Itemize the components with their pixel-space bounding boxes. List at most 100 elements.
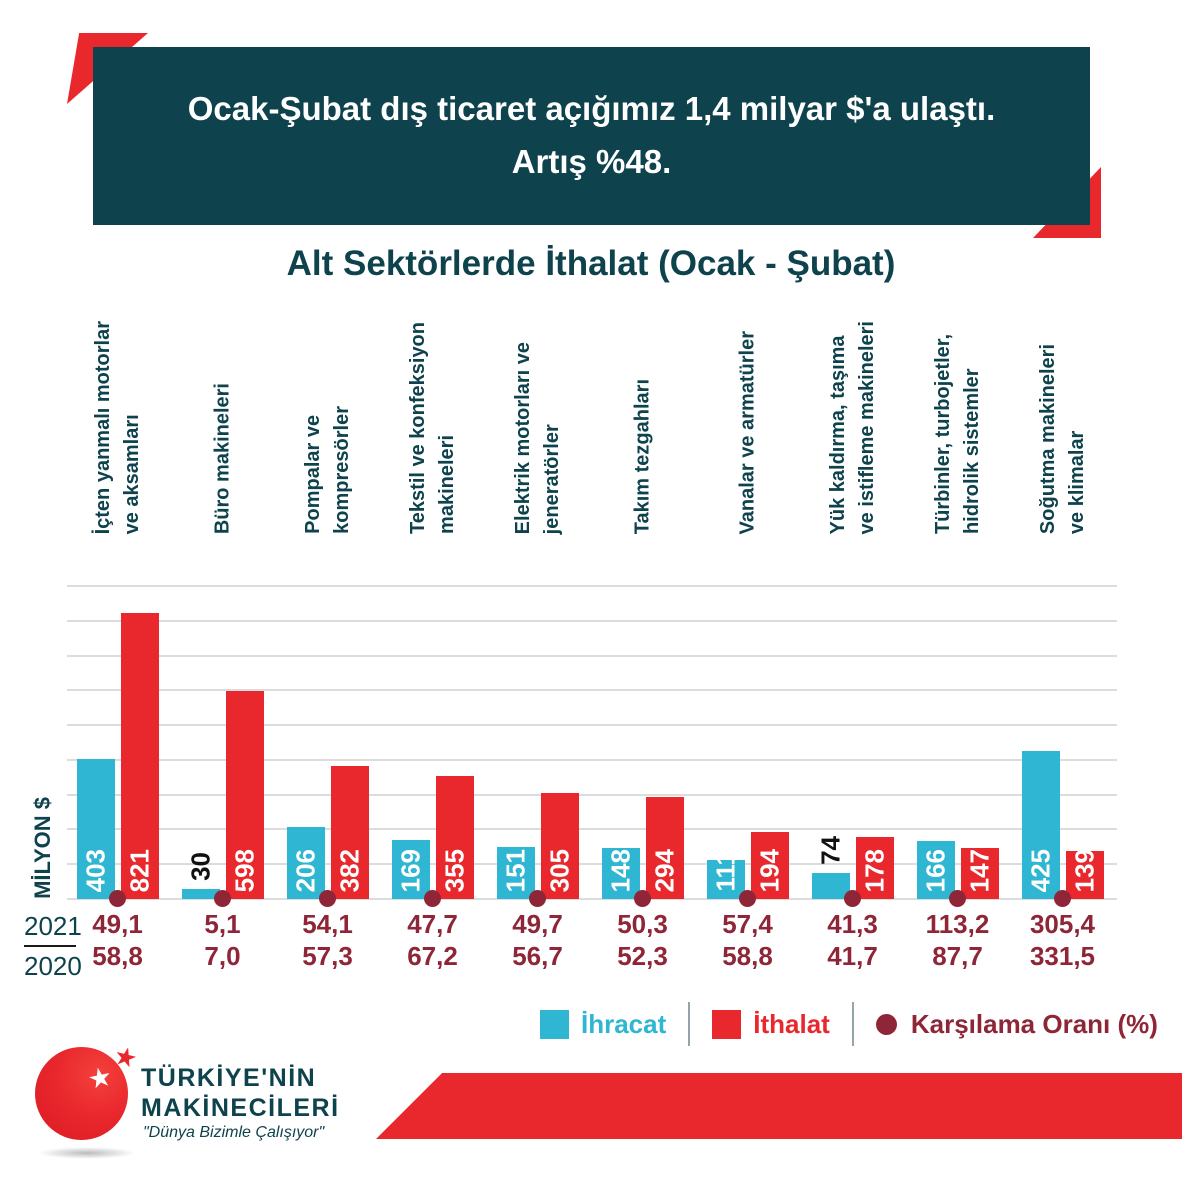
coverage-value: 5,1 <box>204 909 241 939</box>
bar-value-label: 382 <box>334 848 364 892</box>
bar-value-label: 169 <box>395 848 425 892</box>
gridline <box>67 585 1117 587</box>
bar-import <box>750 831 789 899</box>
coverage-value: 56,7 <box>512 941 563 971</box>
logo-tagline: "Dünya Bizimle Çalışıyor" <box>143 1124 325 1141</box>
legend-separator <box>851 1002 854 1046</box>
bar-value-label: 151 <box>500 848 530 892</box>
header-banner: Ocak-Şubat dış ticaret açığımız 1,4 mily… <box>93 47 1090 225</box>
coverage-dot <box>1054 890 1071 907</box>
bar-export <box>496 846 535 899</box>
bar-import <box>120 613 159 899</box>
coverage-dot <box>214 890 231 907</box>
legend: İhracat İthalat Karşılama Oranı (%) <box>540 1001 1158 1047</box>
coverage-dot <box>319 890 336 907</box>
bar-import <box>1065 850 1104 899</box>
bar-chart-plot-area: 403 821 30 598 206 382 169 355 151 305 148 294 111 19… <box>67 585 1117 907</box>
coverage-dot <box>424 890 441 907</box>
bottom-red-band <box>376 1073 1182 1139</box>
coverage-value: 305,4 <box>1029 909 1096 939</box>
coverage-value: 58,8 <box>722 941 773 971</box>
logo-red-circle <box>35 1047 128 1140</box>
bar-value-label: 166 <box>920 848 950 892</box>
coverage-year-labels: 2021 2020 <box>24 911 82 982</box>
gridline <box>67 758 1117 761</box>
legend-separator <box>688 1002 691 1046</box>
category-label: Soğutma makineleri ve klimalar <box>1036 343 1088 534</box>
coverage-value: 50,3 <box>617 909 668 939</box>
coverage-dot <box>844 890 861 907</box>
bar-export <box>391 840 430 899</box>
category-label-cell: Yük kaldırma, taşıma ve istifleme makine… <box>800 316 905 534</box>
category-label: Elektrik motorları ve jeneratörler <box>511 341 563 534</box>
y-axis-label: MİLYON $ <box>30 797 55 899</box>
coverage-dot <box>739 890 756 907</box>
coverage-row-2021: 49,1 5,1 54,1 47,7 49,7 50,3 57,4 41,3 113,2 305,… <box>65 909 1115 940</box>
bar-export <box>181 888 220 899</box>
category-labels-row: İçten yanmalı motorlar ve aksamları Büro … <box>65 316 1115 534</box>
coverage-value: 52,3 <box>617 941 668 971</box>
header-line2: Artış %48. <box>511 143 672 180</box>
legend-coverage-label: Karşılama Oranı (%) <box>910 1008 1158 1039</box>
category-label: Tekstil ve konfeksiyon makineleri <box>406 322 458 534</box>
bar-value-label: 148 <box>605 848 635 892</box>
bar-value-label: 194 <box>754 848 784 892</box>
bar-export <box>1021 751 1060 899</box>
bar-export <box>601 847 640 899</box>
category-label-cell: Pompalar ve kompresörler <box>275 316 380 534</box>
logo-title-line2: MAKİNECİLERİ <box>141 1094 340 1122</box>
bar-value-label: 206 <box>290 848 320 892</box>
bar-value-label: 30 <box>185 851 215 881</box>
legend-export-label: İhracat <box>581 1008 667 1039</box>
bar-value-label: 403 <box>80 848 110 892</box>
header-line1: Ocak-Şubat dış ticaret açığımız 1,4 mily… <box>187 90 996 128</box>
chart-title: Alt Sektörlerde İthalat (Ocak - Şubat) <box>286 244 896 283</box>
logo-red-star-icon: ★ <box>110 1039 141 1075</box>
bar-import <box>540 792 579 899</box>
category-label-cell: Takım tezgahları <box>590 316 695 534</box>
category-label: Türbinler, turbojetler, hidrolik sisteml… <box>931 333 983 534</box>
bar-value-label: 111 <box>710 851 740 892</box>
gridline <box>67 793 1117 796</box>
coverage-value: 41,7 <box>827 941 878 971</box>
coverage-value: 7,0 <box>204 941 241 971</box>
bar-value-label: 294 <box>649 848 679 892</box>
coverage-row-2020: 58,8 7,0 57,3 67,2 56,7 52,3 58,8 41,7 87,7 331,5 <box>65 941 1115 972</box>
coverage-value: 49,7 <box>512 909 563 939</box>
year-2020-label: 2020 <box>24 951 82 981</box>
coverage-value: 58,8 <box>92 941 143 971</box>
bar-export <box>76 758 115 899</box>
bar-import <box>330 766 369 899</box>
coverage-value: 47,7 <box>407 909 458 939</box>
bar-import <box>225 691 264 899</box>
coverage-value: 87,7 <box>932 941 983 971</box>
coverage-dot <box>109 890 126 907</box>
bar-value-label: 139 <box>1069 848 1099 892</box>
bar-value-label: 821 <box>124 848 154 892</box>
coverage-dot <box>634 890 651 907</box>
gridline <box>67 689 1117 692</box>
bar-export <box>706 860 745 899</box>
category-label-cell: Türbinler, turbojetler, hidrolik sisteml… <box>905 316 1010 534</box>
bar-import <box>435 775 474 899</box>
bar-value-label: 147 <box>964 848 994 892</box>
coverage-value: 54,1 <box>302 909 353 939</box>
coverage-dot <box>529 890 546 907</box>
bar-export <box>811 873 850 899</box>
coverage-value: 113,2 <box>925 909 990 939</box>
coverage-dot-icon <box>875 1013 897 1035</box>
logo-shadow <box>38 1147 136 1159</box>
export-swatch-icon <box>540 1009 569 1039</box>
category-label-cell: Vanalar ve armatürler <box>695 316 800 534</box>
y-axis-label-wrap: MİLYON $ <box>30 586 62 899</box>
coverage-value: 57,4 <box>722 909 773 939</box>
category-label: Büro makineleri <box>211 382 233 534</box>
bar-import <box>960 847 999 899</box>
import-swatch-icon <box>712 1009 742 1039</box>
category-label: İçten yanmalı motorlar ve aksamları <box>91 320 143 534</box>
gridline <box>67 898 1117 900</box>
category-label-cell: Tekstil ve konfeksiyon makineleri <box>380 316 485 534</box>
bar-export <box>916 841 955 899</box>
bar-value-label: 305 <box>544 848 574 892</box>
bar-import <box>645 796 684 899</box>
